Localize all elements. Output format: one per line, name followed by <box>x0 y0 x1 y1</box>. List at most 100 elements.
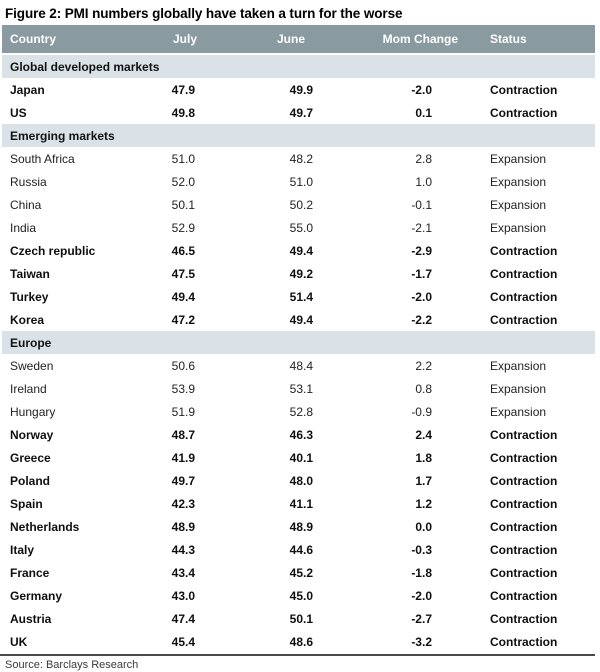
cell-june: 52.8 <box>289 404 313 419</box>
cell-status: Contraction <box>490 542 558 557</box>
cell-mom-change: -2.0 <box>411 82 432 97</box>
cell-status: Expansion <box>490 358 547 373</box>
cell-mom-change: -3.2 <box>411 634 432 649</box>
cell-status: Contraction <box>490 496 558 511</box>
cell-country: Poland <box>10 473 51 488</box>
table-row-ireland: Ireland 53.9 53.1 0.8 Expansion <box>2 377 595 400</box>
cell-june: 50.2 <box>289 197 313 212</box>
cell-mom-change: 2.2 <box>415 358 432 373</box>
section-row: Emerging markets <box>2 124 595 147</box>
cell-status: Contraction <box>490 519 558 534</box>
cell-july: 52.9 <box>171 220 195 235</box>
cell-mom-change: 0.0 <box>415 519 432 534</box>
cell-status: Contraction <box>490 312 558 327</box>
cell-july: 51.0 <box>171 151 195 166</box>
cell-country: France <box>10 565 50 580</box>
cell-country: Czech republic <box>10 243 96 258</box>
cell-july: 50.6 <box>171 358 195 373</box>
table-row-uk: UK 45.4 48.6 -3.2 Contraction <box>2 630 595 653</box>
source-note: Source: Barclays Research <box>5 659 139 671</box>
cell-july: 49.8 <box>171 105 195 120</box>
cell-mom-change: 1.7 <box>415 473 432 488</box>
cell-country: Netherlands <box>10 519 80 534</box>
cell-july: 47.5 <box>171 266 195 281</box>
table-row-netherlands: Netherlands 48.9 48.9 0.0 Contraction <box>2 515 595 538</box>
cell-status: Contraction <box>490 588 558 603</box>
cell-mom-change: -1.7 <box>411 266 432 281</box>
cell-status: Contraction <box>490 473 558 488</box>
cell-status: Contraction <box>490 427 558 442</box>
cell-july: 49.7 <box>171 473 195 488</box>
table-row-czech-republic: Czech republic 46.5 49.4 -2.9 Contraction <box>2 239 595 262</box>
cell-status: Contraction <box>490 243 558 258</box>
cell-june: 48.0 <box>289 473 313 488</box>
cell-mom-change: -2.0 <box>411 289 432 304</box>
cell-country: Turkey <box>10 289 49 304</box>
table-row-france: France 43.4 45.2 -1.8 Contraction <box>2 561 595 584</box>
table-row-austria: Austria 47.4 50.1 -2.7 Contraction <box>2 607 595 630</box>
cell-july: 47.9 <box>171 82 195 97</box>
cell-country: India <box>10 220 37 235</box>
cell-country: South Africa <box>10 151 75 166</box>
cell-status: Contraction <box>490 634 558 649</box>
cell-june: 48.6 <box>289 634 313 649</box>
cell-status: Expansion <box>490 197 547 212</box>
cell-july: 41.9 <box>171 450 195 465</box>
cell-june: 55.0 <box>289 220 313 235</box>
figure-title: Figure 2: PMI numbers globally have take… <box>5 6 403 21</box>
cell-country: Sweden <box>10 358 54 373</box>
cell-july: 47.2 <box>171 312 195 327</box>
cell-mom-change: -2.7 <box>411 611 432 626</box>
cell-june: 44.6 <box>289 542 313 557</box>
table-row-norway: Norway 48.7 46.3 2.4 Contraction <box>2 423 595 446</box>
cell-country: UK <box>10 634 28 649</box>
cell-june: 46.3 <box>289 427 313 442</box>
section-label: Europe <box>2 331 595 354</box>
cell-july: 50.1 <box>171 197 195 212</box>
table-row-poland: Poland 49.7 48.0 1.7 Contraction <box>2 469 595 492</box>
cell-june: 49.9 <box>289 82 313 97</box>
cell-status: Expansion <box>490 220 547 235</box>
cell-country: US <box>10 105 27 120</box>
cell-mom-change: 2.4 <box>415 427 432 442</box>
cell-june: 48.9 <box>289 519 313 534</box>
column-header-july: July <box>122 25 199 55</box>
section-label: Emerging markets <box>2 124 595 147</box>
table-row-sweden: Sweden 50.6 48.4 2.2 Expansion <box>2 354 595 377</box>
cell-mom-change: 0.8 <box>415 381 432 396</box>
column-header-country: Country <box>2 25 122 55</box>
cell-country: Austria <box>10 611 52 626</box>
cell-june: 51.0 <box>289 174 313 189</box>
cell-country: Ireland <box>10 381 47 396</box>
cell-july: 46.5 <box>171 243 195 258</box>
cell-july: 42.3 <box>171 496 195 511</box>
bottom-rule <box>0 654 595 656</box>
cell-june: 48.4 <box>289 358 313 373</box>
table-row-turkey: Turkey 49.4 51.4 -2.0 Contraction <box>2 285 595 308</box>
section-row: Global developed markets <box>2 54 595 78</box>
cell-july: 48.7 <box>171 427 195 442</box>
table-row-india: India 52.9 55.0 -2.1 Expansion <box>2 216 595 239</box>
cell-mom-change: 0.1 <box>415 105 432 120</box>
cell-june: 53.1 <box>289 381 313 396</box>
column-header-mom-change: Mom Change <box>315 25 487 55</box>
cell-country: Hungary <box>10 404 56 419</box>
cell-june: 45.2 <box>289 565 313 580</box>
cell-june: 45.0 <box>289 588 313 603</box>
cell-status: Expansion <box>490 151 547 166</box>
table-row-hungary: Hungary 51.9 52.8 -0.9 Expansion <box>2 400 595 423</box>
cell-july: 44.3 <box>171 542 195 557</box>
cell-mom-change: 1.8 <box>415 450 432 465</box>
cell-country: Greece <box>10 450 51 465</box>
cell-july: 43.4 <box>171 565 195 580</box>
table-row-us: US 49.8 49.7 0.1 Contraction <box>2 101 595 124</box>
cell-july: 47.4 <box>171 611 195 626</box>
table-row-china: China 50.1 50.2 -0.1 Expansion <box>2 193 595 216</box>
table-row-south-africa: South Africa 51.0 48.2 2.8 Expansion <box>2 147 595 170</box>
cell-july: 45.4 <box>171 634 195 649</box>
table-row-russia: Russia 52.0 51.0 1.0 Expansion <box>2 170 595 193</box>
table-row-germany: Germany 43.0 45.0 -2.0 Contraction <box>2 584 595 607</box>
table-row-italy: Italy 44.3 44.6 -0.3 Contraction <box>2 538 595 561</box>
cell-country: Taiwan <box>10 266 50 281</box>
cell-june: 49.2 <box>289 266 313 281</box>
